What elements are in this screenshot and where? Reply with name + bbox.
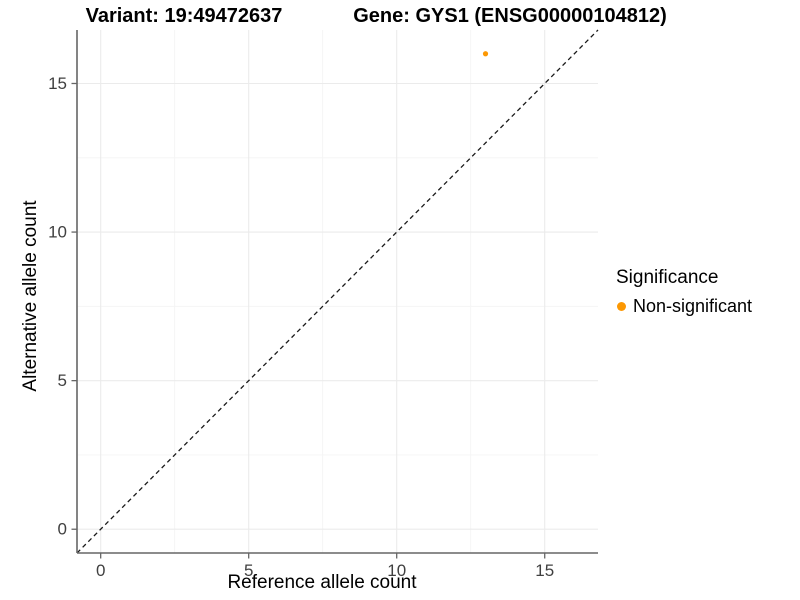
data-point bbox=[482, 51, 489, 57]
legend-title: Significance bbox=[616, 267, 719, 288]
legend-item-label: Non-significant bbox=[633, 296, 753, 316]
x-tick-label: 5 bbox=[244, 561, 253, 580]
y-tick-label: 10 bbox=[48, 223, 67, 242]
plot-title-gene: Gene: GYS1 (ENSG00000104812) bbox=[353, 5, 667, 27]
x-axis-label: Reference allele count bbox=[227, 572, 417, 593]
legend-point-swatch bbox=[617, 302, 626, 311]
legend-item: Non-significant bbox=[616, 296, 752, 317]
x-tick-label: 15 bbox=[535, 561, 554, 580]
plot-title-variant: Variant: 19:49472637 bbox=[85, 5, 283, 27]
y-tick-label: 0 bbox=[58, 520, 67, 539]
x-tick-label: 10 bbox=[387, 561, 406, 580]
y-tick-label: 5 bbox=[58, 371, 67, 390]
y-tick-label: 15 bbox=[48, 74, 67, 93]
identity-dashed-line bbox=[76, 29, 599, 554]
x-tick-label: 0 bbox=[96, 561, 105, 580]
y-axis-label: Alternative allele count bbox=[20, 200, 41, 392]
legend: Significance Non-significant bbox=[616, 267, 752, 317]
